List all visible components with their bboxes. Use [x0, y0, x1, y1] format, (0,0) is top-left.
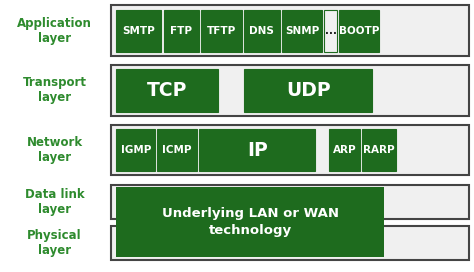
Bar [116, 10, 161, 52]
Bar [329, 129, 360, 171]
Text: DNS: DNS [249, 26, 274, 36]
Text: ARP: ARP [333, 145, 356, 155]
Bar [116, 187, 384, 257]
Text: ICMP: ICMP [162, 145, 192, 155]
Text: Physical
layer: Physical layer [27, 229, 82, 257]
Text: Application
layer: Application layer [17, 17, 92, 45]
Bar [116, 69, 218, 112]
Text: FTP: FTP [170, 26, 192, 36]
Text: RARP: RARP [364, 145, 395, 155]
Text: BOOTP: BOOTP [339, 26, 379, 36]
Bar [339, 10, 379, 52]
Bar [244, 10, 280, 52]
Text: TCP: TCP [147, 81, 187, 100]
Bar [111, 226, 469, 260]
Text: Underlying LAN or WAN
technology: Underlying LAN or WAN technology [162, 207, 338, 237]
Text: ...: ... [325, 26, 337, 36]
Bar [362, 129, 396, 171]
Bar [164, 10, 199, 52]
Bar [324, 10, 337, 52]
Text: Network
layer: Network layer [27, 136, 82, 164]
Text: SMTP: SMTP [122, 26, 155, 36]
Bar [199, 129, 315, 171]
Bar [111, 185, 469, 219]
Bar [111, 125, 469, 175]
Bar [282, 10, 322, 52]
Text: SNMP: SNMP [285, 26, 319, 36]
Bar [111, 65, 469, 116]
Bar [157, 129, 197, 171]
Text: TFTP: TFTP [207, 26, 236, 36]
Bar [111, 5, 469, 56]
Bar [201, 10, 242, 52]
Text: IGMP: IGMP [120, 145, 151, 155]
Text: Transport
layer: Transport layer [22, 76, 87, 104]
Bar [244, 69, 372, 112]
Bar [116, 129, 155, 171]
Text: UDP: UDP [286, 81, 330, 100]
Text: Data link
layer: Data link layer [25, 188, 84, 216]
Text: IP: IP [247, 141, 267, 160]
